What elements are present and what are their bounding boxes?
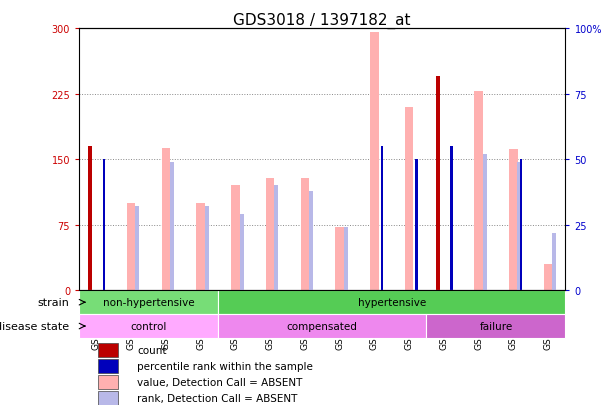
Bar bbox=[405, 107, 413, 291]
Bar bbox=[381, 147, 384, 291]
Bar bbox=[240, 215, 244, 291]
Bar bbox=[103, 160, 105, 291]
Bar bbox=[344, 228, 348, 291]
Bar bbox=[88, 147, 92, 291]
Text: control: control bbox=[130, 321, 167, 331]
Bar bbox=[98, 391, 118, 406]
Bar bbox=[415, 160, 418, 291]
Bar bbox=[136, 207, 139, 291]
Bar bbox=[309, 191, 313, 291]
Bar bbox=[520, 160, 522, 291]
Bar bbox=[218, 291, 565, 314]
Bar bbox=[370, 33, 379, 291]
Bar bbox=[79, 314, 218, 338]
Bar bbox=[266, 179, 274, 291]
Bar bbox=[79, 291, 218, 314]
Bar bbox=[450, 147, 453, 291]
Text: non-hypertensive: non-hypertensive bbox=[103, 297, 195, 307]
Text: failure: failure bbox=[479, 321, 513, 331]
Text: strain: strain bbox=[38, 297, 69, 307]
Bar bbox=[483, 154, 487, 291]
Bar bbox=[517, 162, 522, 291]
Bar bbox=[474, 92, 483, 291]
Text: disease state: disease state bbox=[0, 321, 69, 331]
Bar bbox=[98, 359, 118, 373]
Text: rank, Detection Call = ABSENT: rank, Detection Call = ABSENT bbox=[137, 393, 298, 403]
Bar bbox=[300, 179, 309, 291]
Bar bbox=[205, 207, 209, 291]
Bar bbox=[335, 228, 344, 291]
Bar bbox=[162, 148, 170, 291]
Text: hypertensive: hypertensive bbox=[358, 297, 426, 307]
Bar bbox=[274, 186, 278, 291]
Bar bbox=[127, 203, 136, 291]
Bar bbox=[170, 162, 174, 291]
Bar bbox=[544, 264, 553, 291]
Bar bbox=[231, 186, 240, 291]
Bar bbox=[435, 77, 440, 291]
Title: GDS3018 / 1397182_at: GDS3018 / 1397182_at bbox=[233, 13, 411, 29]
Bar bbox=[218, 314, 426, 338]
Text: value, Detection Call = ABSENT: value, Detection Call = ABSENT bbox=[137, 377, 303, 387]
Bar bbox=[98, 375, 118, 389]
Bar bbox=[552, 233, 556, 291]
Bar bbox=[426, 314, 565, 338]
Text: compensated: compensated bbox=[287, 321, 358, 331]
Bar bbox=[98, 343, 118, 358]
Bar bbox=[509, 149, 517, 291]
Text: count: count bbox=[137, 345, 167, 355]
Text: percentile rank within the sample: percentile rank within the sample bbox=[137, 361, 313, 371]
Bar bbox=[196, 203, 205, 291]
